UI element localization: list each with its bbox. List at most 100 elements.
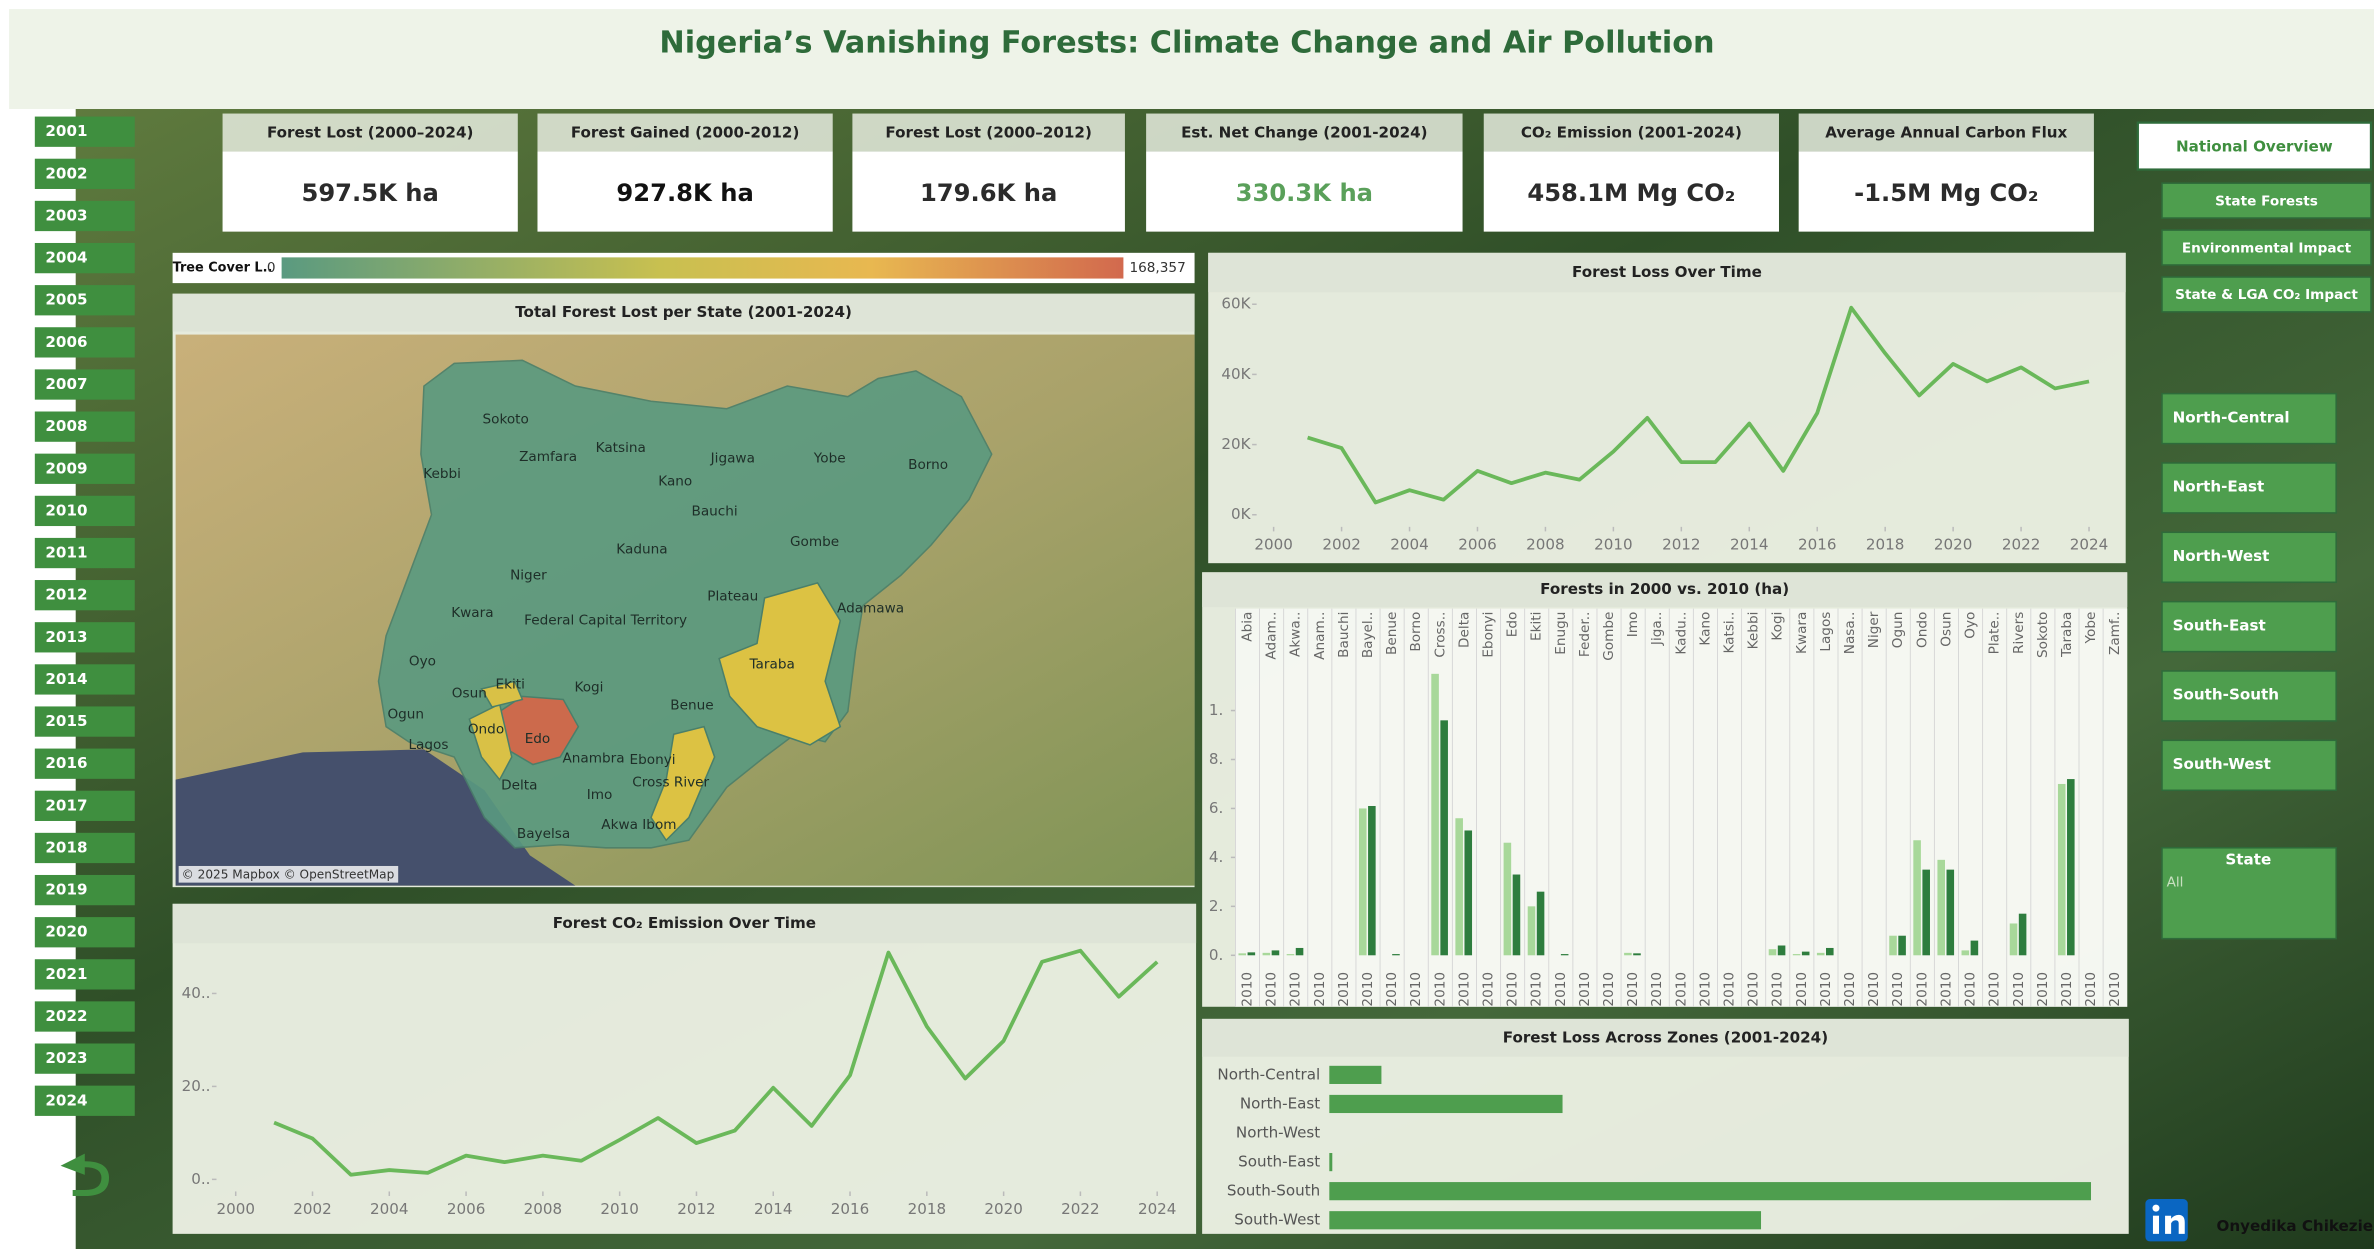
back-icon[interactable] [60, 1153, 110, 1197]
year-button-label[interactable]: 2011 [45, 544, 87, 562]
year-button[interactable] [34, 411, 135, 442]
year-button[interactable] [34, 874, 135, 906]
state-filter[interactable] [2161, 847, 2337, 940]
zone-button-label[interactable]: South-West [2173, 755, 2271, 773]
zone-button[interactable] [2161, 739, 2337, 792]
x-tick-label: 2018 [1866, 536, 1905, 554]
bar [1970, 940, 1979, 956]
year-button[interactable] [34, 1085, 135, 1116]
zone-button-label[interactable]: South-East [2173, 616, 2266, 634]
year-button-label[interactable]: 2007 [45, 375, 87, 393]
year-button[interactable] [34, 790, 135, 821]
column-label: 2010 [1336, 972, 1352, 1007]
zone-button[interactable] [2161, 670, 2337, 722]
year-button[interactable] [34, 200, 135, 232]
year-button[interactable] [34, 1043, 135, 1074]
column-header: Nasa.. [1842, 612, 1858, 655]
year-button[interactable] [34, 664, 135, 695]
column-header: Abia [1239, 612, 1255, 642]
zone-button-label[interactable]: South-South [2173, 686, 2279, 704]
x-tick-label: 2012 [677, 1200, 716, 1218]
linkedin-glyph [2152, 1215, 2160, 1234]
year-button-label[interactable]: 2008 [45, 417, 87, 435]
year-button[interactable] [34, 327, 135, 358]
zone-button-label[interactable]: North-Central [2173, 408, 2290, 426]
year-button-label[interactable]: 2001 [45, 122, 87, 140]
year-button-label[interactable]: 2020 [45, 923, 87, 941]
bar [1889, 935, 1897, 956]
state-label: Niger [510, 567, 547, 583]
year-button-label[interactable]: 2004 [45, 249, 87, 267]
year-button-label[interactable]: 2003 [45, 206, 87, 224]
y-tick-label: 40.. [182, 984, 211, 1002]
year-button-label[interactable]: 2022 [45, 1007, 87, 1025]
nav-current[interactable] [2136, 121, 2373, 171]
year-button[interactable] [34, 158, 135, 189]
year-button-label[interactable]: 2018 [45, 838, 87, 856]
state-label: Ekiti [496, 676, 525, 692]
year-button[interactable] [34, 917, 135, 948]
year-button-label[interactable]: 2016 [45, 754, 87, 772]
nav-button-label[interactable]: State Forests [2215, 193, 2318, 209]
state-filter-value[interactable]: All [2167, 875, 2184, 891]
column-label: 2010 [1577, 972, 1593, 1007]
year-button-label[interactable]: 2010 [45, 501, 87, 519]
category-label: South-East [1238, 1153, 1320, 1171]
year-button-label[interactable]: 2013 [45, 628, 87, 646]
header-band [9, 9, 2374, 110]
year-button-label[interactable]: 2021 [45, 965, 87, 983]
zone-button-label[interactable]: North-East [2173, 478, 2265, 496]
year-button-label[interactable]: 2005 [45, 291, 87, 309]
zone-button[interactable] [2161, 392, 2337, 445]
column-label: 2010 [2011, 972, 2027, 1007]
year-button[interactable] [34, 537, 135, 569]
column-header: Adam.. [1264, 612, 1280, 660]
nav-button[interactable] [2161, 229, 2372, 266]
zone-button[interactable] [2161, 600, 2337, 653]
x-tick-label: 2008 [524, 1200, 563, 1218]
year-button[interactable] [34, 622, 135, 653]
year-button[interactable] [34, 748, 135, 779]
nav-current-label[interactable]: National Overview [2176, 137, 2333, 155]
nav-button-label[interactable]: Environmental Impact [2182, 240, 2352, 256]
year-button[interactable] [34, 116, 135, 147]
column-header: Edo [1505, 612, 1521, 638]
column-label: 2010 [1529, 972, 1545, 1007]
year-button[interactable] [34, 1001, 135, 1032]
column-label: 2010 [1239, 972, 1255, 1007]
nav-button[interactable] [2161, 182, 2372, 219]
year-button-label[interactable]: 2019 [45, 881, 87, 899]
zone-button[interactable] [2161, 531, 2337, 584]
zone-button[interactable] [2161, 462, 2337, 514]
column-label: 2010 [1842, 972, 1858, 1007]
linkedin-icon[interactable] [2145, 1199, 2188, 1242]
year-button[interactable] [34, 580, 135, 611]
year-button[interactable] [34, 495, 135, 527]
year-button-label[interactable]: 2024 [45, 1091, 87, 1109]
nav-button[interactable] [2161, 276, 2372, 313]
year-button-label[interactable]: 2015 [45, 712, 87, 730]
year-button-label[interactable]: 2014 [45, 670, 87, 688]
kpi-title: CO₂ Emission (2001-2024) [1521, 124, 1742, 142]
year-button[interactable] [34, 285, 135, 316]
zone-button-label[interactable]: North-West [2173, 547, 2270, 565]
year-button[interactable] [34, 706, 135, 737]
ocean [175, 749, 576, 886]
year-button[interactable] [34, 242, 135, 274]
year-button[interactable] [34, 832, 135, 864]
year-button-label[interactable]: 2006 [45, 333, 87, 351]
year-button-label[interactable]: 2012 [45, 586, 87, 604]
year-button-label[interactable]: 2002 [45, 164, 87, 182]
y-tick-label: 2. [1209, 897, 1223, 915]
year-button-label[interactable]: 2017 [45, 796, 87, 814]
year-button-label[interactable]: 2023 [45, 1049, 87, 1067]
bar [1946, 869, 1955, 956]
year-button[interactable] [34, 959, 135, 990]
year-button-label[interactable]: 2009 [45, 459, 87, 477]
year-button[interactable] [34, 369, 135, 400]
nav-button-label[interactable]: State & LGA CO₂ Impact [2175, 287, 2358, 303]
kpi-value: 597.5K ha [301, 179, 438, 207]
kpi-header [1483, 113, 1779, 152]
year-button[interactable] [34, 453, 135, 484]
y-tick-label: 1. [1209, 701, 1223, 719]
